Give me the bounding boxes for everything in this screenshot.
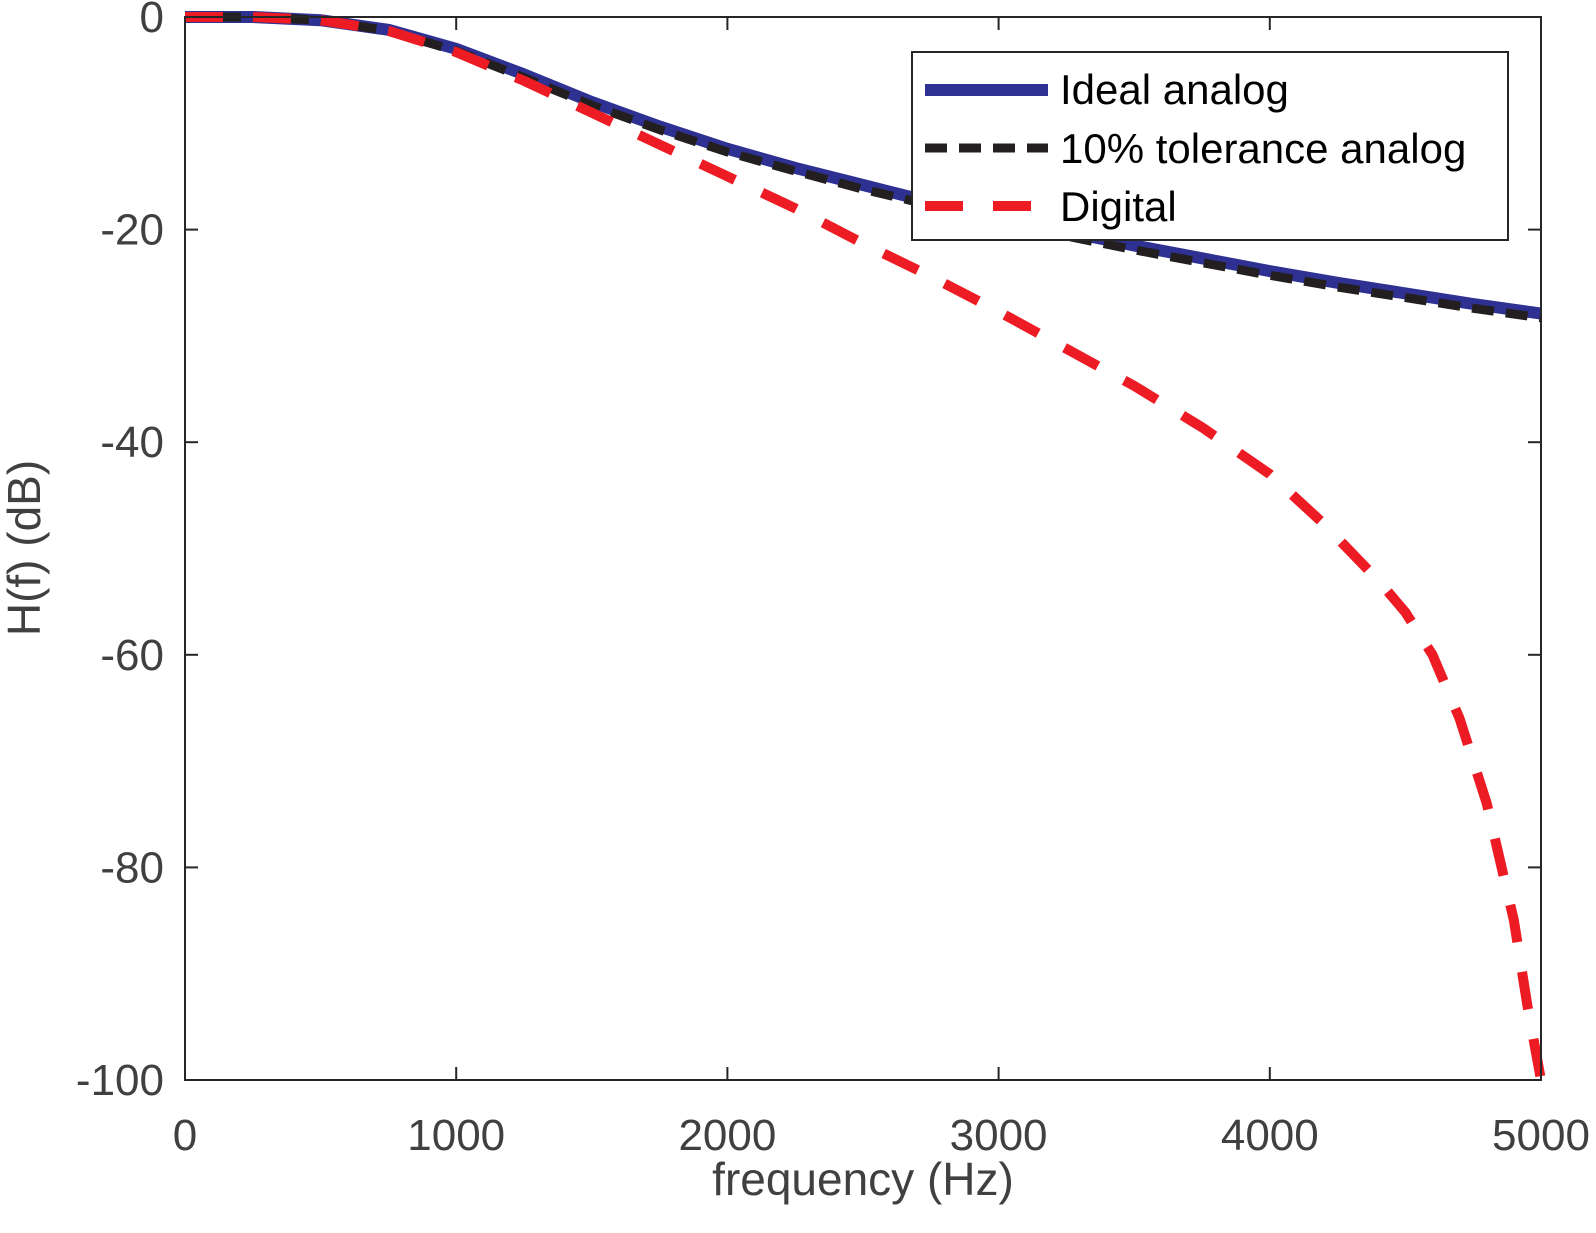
y-tick-label: 0 (140, 0, 164, 42)
legend: Ideal analog 10% tolerance analog Digita… (911, 51, 1509, 241)
series-line-digital (185, 12, 1546, 1081)
legend-label-ideal-analog: Ideal analog (1060, 66, 1289, 113)
x-tick-label: 5000 (1492, 1111, 1590, 1160)
y-tick-label: -80 (100, 843, 164, 892)
x-axis-label: frequency (Hz) (712, 1153, 1014, 1205)
legend-label-digital: Digital (1060, 183, 1177, 230)
x-tick-label: 0 (173, 1111, 197, 1160)
legend-label-10pct-tolerance-analog: 10% tolerance analog (1060, 125, 1466, 172)
series-layer (185, 11, 1546, 1081)
y-axis-label: H(f) (dB) (0, 460, 50, 636)
y-tick-label: -40 (100, 418, 164, 467)
y-tick-label: -60 (100, 631, 164, 680)
tick-layer: 0 1000 2000 3000 4000 5000 0 -20 -40 -60 -80 -100 (76, 0, 1590, 1160)
x-tick-label: 4000 (1221, 1111, 1319, 1160)
plot-frame (184, 16, 1542, 1081)
series-line-10pct-tolerance-analog (185, 12, 1542, 323)
y-tick-label: -100 (76, 1056, 164, 1105)
x-tick-label: 2000 (678, 1111, 776, 1160)
y-tick-label: -20 (100, 206, 164, 255)
x-tick-label: 1000 (407, 1111, 505, 1160)
x-tick-label: 3000 (950, 1111, 1048, 1160)
